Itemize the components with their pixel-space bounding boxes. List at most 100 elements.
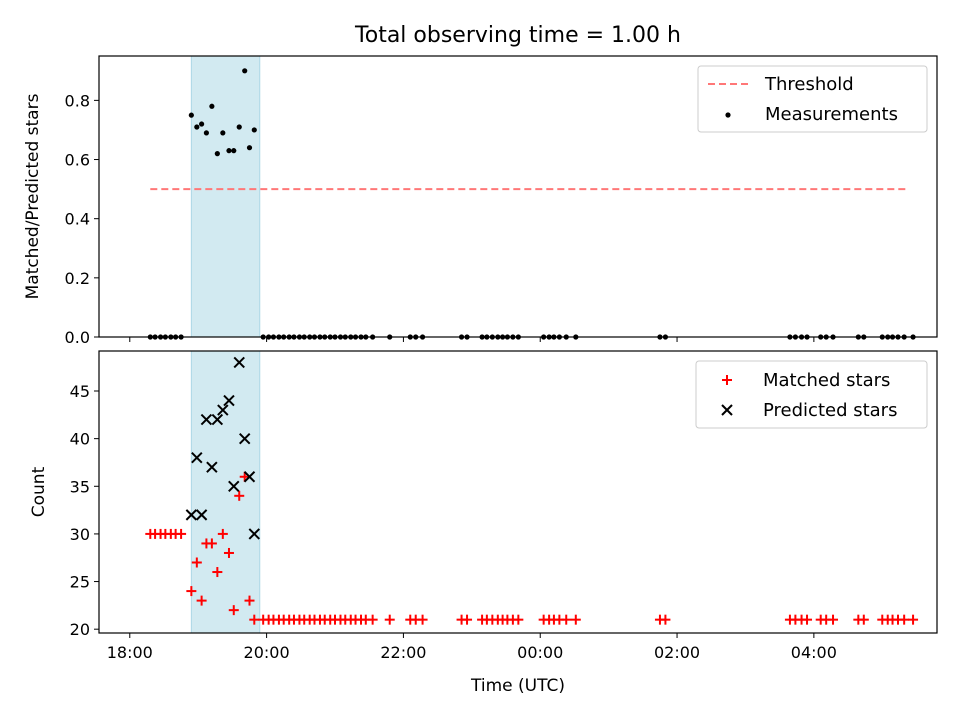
- bottom-y-tick-label: 40: [70, 430, 90, 449]
- top-y-tick-label: 0.6: [65, 151, 90, 170]
- bottom-highlight-span-rect: [190, 350, 261, 634]
- predicted-star-point: [233, 356, 245, 369]
- legend-threshold-label: Threshold: [764, 74, 854, 95]
- measurement-point: [236, 124, 242, 130]
- matched-star-point: [217, 528, 228, 539]
- top-x-ticks: [129, 337, 815, 342]
- predicted-star-point: [195, 509, 208, 521]
- predicted-star-point: [223, 394, 235, 407]
- matched-star-point: [462, 614, 473, 625]
- legend-measurements-label: Measurements: [765, 104, 898, 125]
- legend-matched-marker: [722, 375, 732, 385]
- legend-matched-label: Matched stars: [763, 370, 890, 391]
- legend-matched-swatch: [722, 375, 732, 385]
- x-tick-label: 02:00: [654, 643, 700, 662]
- top-y-tick-label: 0.8: [65, 91, 90, 110]
- matched-star-point: [228, 605, 239, 616]
- matched-star-point: [828, 614, 839, 625]
- bottom-y-tick-label: 30: [70, 525, 90, 544]
- bottom-y-tick-label: 20: [70, 620, 90, 639]
- matched-star-point: [234, 490, 245, 501]
- measurement-point: [203, 130, 210, 136]
- figure-title: Total observing time = 1.00 h: [354, 23, 681, 48]
- predicted-star-point: [206, 461, 218, 473]
- bottom-legend: Matched stars Predicted stars: [695, 360, 928, 429]
- matched-star-point: [899, 614, 910, 625]
- predicted-star-point: [228, 480, 240, 492]
- predicted-star-point: [217, 404, 229, 416]
- top-highlight-span: [190, 55, 261, 338]
- matched-star-point: [196, 595, 207, 606]
- matched-star-point: [513, 614, 524, 625]
- top-y-ticks: 0.0 0.2 0.4 0.6 0.8: [65, 91, 99, 347]
- bottom-legend-box: [695, 360, 928, 429]
- predicted-star-point: [185, 509, 198, 521]
- top-panel: 0.00.20.40.60.8 Matched/Predicted stars …: [23, 55, 938, 347]
- measurement-point: [209, 103, 215, 109]
- top-legend-box: [697, 65, 928, 133]
- matched-star-point: [186, 586, 197, 597]
- legend-predicted-swatch: [721, 404, 733, 416]
- matched-star-point: [561, 614, 572, 625]
- predicted-star-point: [200, 413, 213, 426]
- top-y-tick-label: 0.4: [65, 210, 90, 229]
- matched-star-point: [908, 614, 919, 625]
- bottom-y-tick-label: 35: [70, 477, 90, 496]
- matched-star-point: [660, 614, 671, 625]
- matched-star-point: [367, 614, 378, 625]
- measurement-point: [242, 68, 248, 74]
- matched-star-point: [570, 614, 581, 625]
- x-tick-label: 22:00: [380, 643, 426, 662]
- measurement-point: [188, 112, 194, 118]
- bottom-x-ticks: 18:00 20:00 22:00 00:00 02:00 04:00: [107, 633, 837, 662]
- x-tick-label: 18:00: [107, 643, 153, 662]
- x-tick-label: 04:00: [791, 643, 837, 662]
- matched-star-point: [206, 538, 217, 549]
- measurement-point: [194, 124, 200, 130]
- measurement-point: [246, 145, 253, 151]
- matched-star-point: [249, 614, 260, 625]
- matched-star-point: [384, 614, 395, 625]
- matched-star-point: [212, 567, 223, 578]
- measurement-point: [226, 148, 232, 154]
- matched-star-point: [191, 557, 202, 568]
- bottom-y-axis-label: Count: [29, 466, 49, 517]
- legend-predicted-marker: [721, 404, 733, 416]
- x-axis-label: Time (UTC): [470, 676, 565, 696]
- top-y-tick-label: 0.0: [65, 328, 90, 347]
- predicted-star-point: [248, 528, 260, 540]
- predicted-star-point: [239, 432, 251, 445]
- matched-star-point: [417, 614, 428, 625]
- measurement-point: [214, 151, 220, 157]
- top-highlight-span-rect: [190, 55, 261, 338]
- x-tick-label: 00:00: [517, 643, 563, 662]
- matched-star-point: [223, 547, 234, 558]
- top-y-tick-label: 0.2: [65, 269, 90, 288]
- measurement-point: [231, 148, 237, 154]
- matched-star-point: [858, 614, 869, 625]
- predicted-star-point: [191, 451, 203, 464]
- legend-measurements-swatch: [725, 112, 731, 118]
- predicted-star-point: [211, 413, 224, 426]
- bottom-plot-frame: [98, 350, 938, 634]
- matched-star-point: [244, 595, 255, 606]
- bottom-y-ticks: 20 25 30 35 40 45: [70, 382, 99, 639]
- bottom-panel: 20 25 30 35 40 45 18:00 20:00 22:00 00:00 02:00 04…: [29, 350, 938, 696]
- bottom-highlight-span: [190, 350, 261, 634]
- x-tick-label: 20:00: [244, 643, 290, 662]
- measurement-point: [199, 121, 205, 127]
- measurement-point: [220, 130, 226, 136]
- bottom-y-tick-label: 25: [70, 573, 90, 592]
- top-plot-frame: [98, 55, 938, 338]
- matched-stars-points: [145, 471, 919, 625]
- measurement-point: [251, 127, 257, 133]
- top-legend: Threshold Measurements: [697, 65, 928, 133]
- top-y-axis-label: Matched/Predicted stars: [23, 93, 43, 299]
- bottom-y-tick-label: 45: [70, 382, 90, 401]
- legend-predicted-label: Predicted stars: [763, 400, 897, 421]
- predicted-star-point: [243, 471, 256, 483]
- matched-star-point: [239, 471, 250, 482]
- matched-star-point: [176, 528, 187, 539]
- matched-star-point: [802, 614, 813, 625]
